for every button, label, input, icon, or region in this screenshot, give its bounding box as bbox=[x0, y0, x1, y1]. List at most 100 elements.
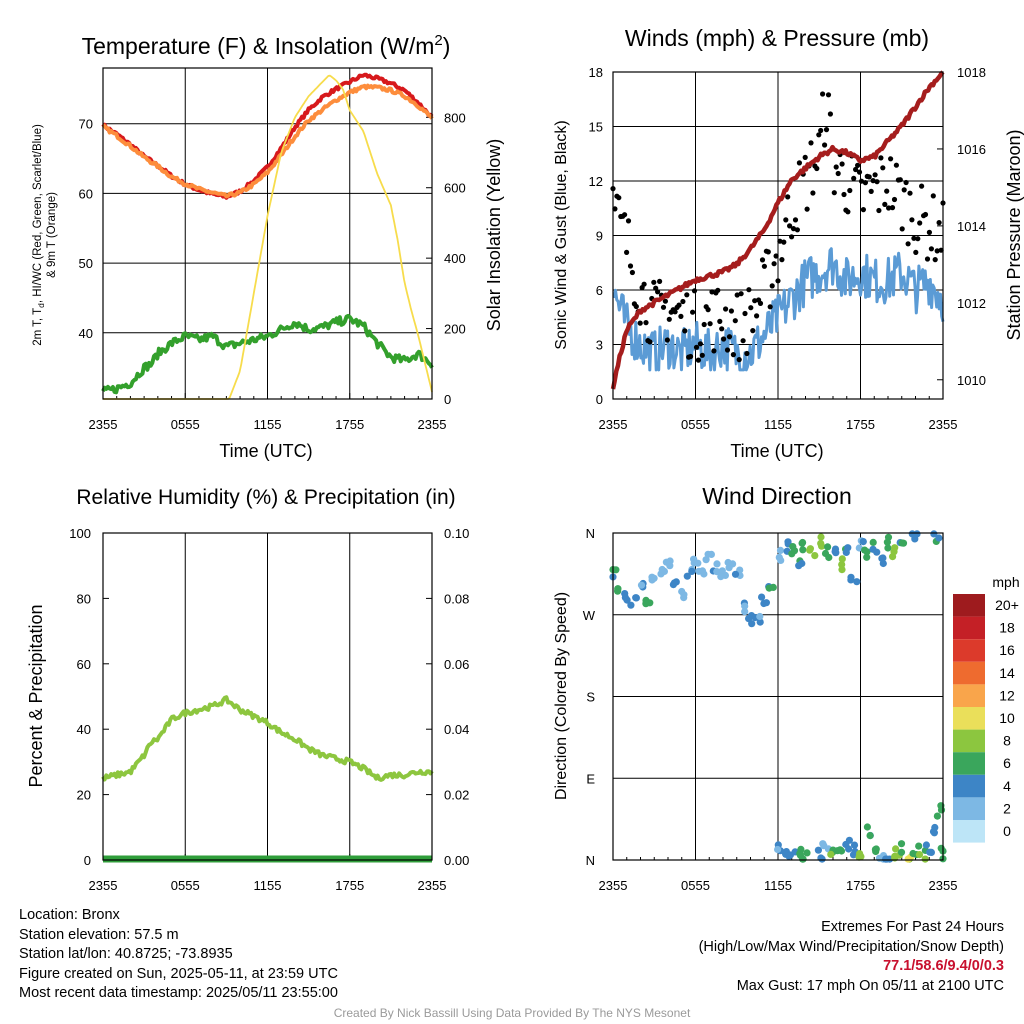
direction-point bbox=[845, 845, 853, 853]
direction-point bbox=[642, 600, 650, 608]
gust-point bbox=[676, 302, 682, 308]
direction-point bbox=[627, 601, 635, 609]
gust-point bbox=[767, 304, 773, 310]
gust-point bbox=[792, 217, 799, 223]
direction-point bbox=[788, 550, 796, 558]
colorbar-swatch bbox=[953, 639, 985, 662]
gust-point bbox=[858, 178, 865, 184]
direction-point bbox=[806, 545, 815, 553]
figure-created: Figure created on Sun, 2025-05-11, at 23… bbox=[19, 965, 338, 982]
direction-point bbox=[859, 538, 867, 546]
gust-point bbox=[872, 172, 878, 178]
direction-point bbox=[637, 581, 646, 589]
y-tick-label: N bbox=[586, 526, 595, 541]
gust-point bbox=[862, 180, 869, 186]
direction-point bbox=[863, 823, 872, 831]
gust-point bbox=[794, 227, 801, 233]
direction-point bbox=[827, 850, 835, 859]
direction-point bbox=[935, 534, 943, 542]
y-tick-label: 9 bbox=[596, 229, 603, 244]
direction-point bbox=[911, 535, 919, 543]
gust-point bbox=[822, 142, 828, 148]
direction-point bbox=[931, 823, 939, 832]
gust-point bbox=[919, 183, 925, 189]
gust-point bbox=[889, 205, 896, 211]
gust-point bbox=[754, 313, 760, 319]
gust-point bbox=[897, 177, 903, 183]
direction-point bbox=[879, 554, 887, 562]
gust-point bbox=[709, 289, 715, 295]
temp-plot-area: 2355 0555 1155 1755 2355 40 50 60 70 0 200 400 600 80… bbox=[79, 67, 466, 432]
direction-point bbox=[884, 544, 892, 552]
y2-tick-label: 0 bbox=[444, 392, 451, 407]
direction-point bbox=[658, 565, 666, 574]
gust-point bbox=[825, 92, 832, 98]
x-tick-label: 2355 bbox=[418, 417, 447, 432]
gust-point bbox=[845, 209, 851, 215]
x-tick-label: 0555 bbox=[171, 878, 200, 893]
y2-tick-label: 0.10 bbox=[444, 526, 469, 541]
dir-ylabel: Direction (Colored By Speed) bbox=[553, 592, 570, 800]
gust-point bbox=[738, 291, 744, 297]
x-tick-label: 0555 bbox=[681, 878, 710, 893]
station-elevation: Station elevation: 57.5 m bbox=[19, 926, 179, 943]
y2-tick-label: 600 bbox=[444, 181, 466, 196]
direction-point bbox=[818, 542, 826, 550]
series-line-station-pressure bbox=[610, 70, 945, 390]
gust-point bbox=[695, 357, 702, 363]
y-tick-label: 60 bbox=[79, 186, 93, 201]
direction-point bbox=[922, 841, 931, 849]
gust-point bbox=[707, 321, 713, 327]
rh-ylabel: Percent & Precipitation bbox=[26, 604, 46, 787]
gust-point bbox=[637, 320, 643, 326]
gust-point bbox=[666, 316, 672, 322]
gust-point bbox=[721, 336, 727, 342]
direction-point bbox=[927, 848, 936, 857]
gust-point bbox=[693, 344, 700, 350]
y-tick-label: 40 bbox=[79, 326, 93, 341]
gust-point bbox=[783, 217, 789, 223]
direction-point bbox=[680, 594, 688, 602]
temp-ylabel-line2: & 9m T (Orange) bbox=[46, 192, 58, 278]
direction-point bbox=[731, 570, 740, 578]
gust-point bbox=[802, 154, 808, 160]
gust-point bbox=[662, 298, 669, 304]
gust-point bbox=[612, 206, 618, 212]
station-info: Location: Bronx Station elevation: 57.5 … bbox=[19, 906, 338, 1004]
gust-point bbox=[616, 195, 622, 201]
gust-point bbox=[688, 353, 694, 360]
gust-point bbox=[715, 287, 721, 293]
colorbar-swatch bbox=[953, 729, 985, 753]
colorbar-label: 2 bbox=[1003, 800, 1011, 816]
colorbar-swatch bbox=[953, 684, 985, 707]
y-tick-label: 18 bbox=[589, 65, 603, 80]
gust-point bbox=[827, 111, 834, 117]
gust-point bbox=[833, 164, 839, 170]
gust-point bbox=[888, 156, 894, 162]
gust-point bbox=[917, 220, 923, 226]
direction-point bbox=[817, 533, 825, 541]
gust-point bbox=[761, 263, 768, 269]
gust-point bbox=[724, 347, 731, 353]
plot-border bbox=[102, 67, 433, 400]
direction-point bbox=[745, 615, 753, 623]
direction-point bbox=[776, 546, 785, 555]
direction-point bbox=[612, 566, 620, 574]
y-tick-label: 12 bbox=[589, 174, 603, 189]
rh-plot-area: 2355 0555 1155 1755 2355 0 0.00 20 0.02 40 0.04 60 0… bbox=[69, 526, 469, 893]
direction-point bbox=[853, 578, 861, 586]
direction-point bbox=[842, 548, 850, 557]
direction-point bbox=[741, 608, 749, 616]
direction-point bbox=[915, 851, 924, 859]
gust-point bbox=[880, 165, 886, 171]
y-tick-label: 80 bbox=[77, 591, 91, 606]
direction-point bbox=[741, 602, 749, 610]
dir-plot-area: 2355 0555 1155 1755 2355 N E S W N bbox=[583, 526, 958, 893]
direction-point bbox=[718, 567, 726, 575]
temp-y2label: Solar Insolation (Yellow) bbox=[484, 139, 504, 331]
gust-point bbox=[905, 241, 911, 247]
gust-point bbox=[876, 207, 882, 214]
colorbar-legend: 20+ 18 16 14 12 10 8 6 4 2 0 bbox=[953, 594, 1019, 843]
direction-point bbox=[871, 845, 880, 854]
gust-point bbox=[775, 278, 781, 284]
